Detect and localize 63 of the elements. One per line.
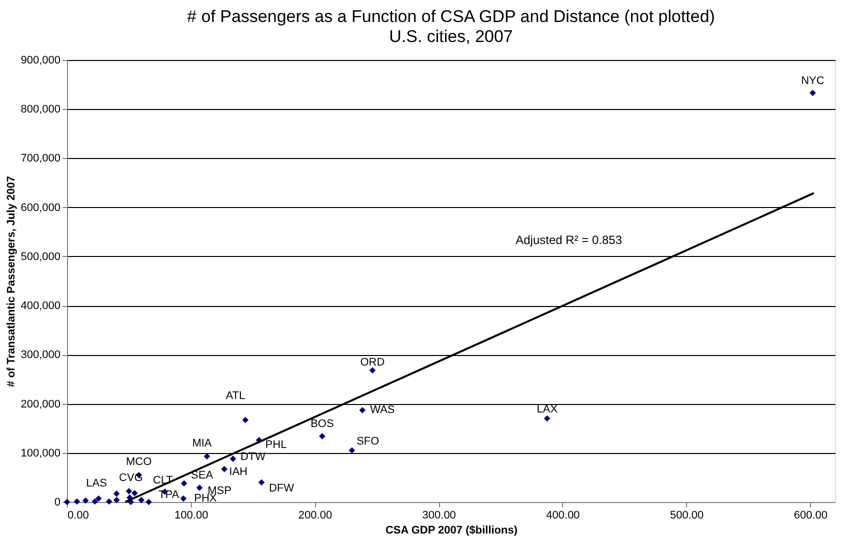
point xyxy=(258,479,265,486)
annotation: IAH xyxy=(229,466,248,478)
point xyxy=(74,498,80,505)
annotation: TPA xyxy=(158,489,180,501)
point xyxy=(369,367,376,374)
y-tick-label: 900,000 xyxy=(20,54,60,66)
point xyxy=(113,496,120,504)
point xyxy=(319,433,326,440)
annotation: MIA xyxy=(192,437,212,450)
y-tick-label: 500,000 xyxy=(20,250,60,263)
annotation: ATL xyxy=(226,390,246,402)
annotation: DFW xyxy=(268,482,295,494)
y-axis-title: # of Transatlantic Passengers, July 2007 xyxy=(6,176,18,387)
x-tick-label: 600.00 xyxy=(794,510,828,522)
x-tick-label: 0.00 xyxy=(68,510,89,522)
annotation: PHL xyxy=(265,439,287,452)
annotation: BOS xyxy=(310,418,334,430)
y-tick-label: 0 xyxy=(54,496,60,508)
point xyxy=(95,495,102,502)
annotation: LAS xyxy=(86,478,107,490)
point xyxy=(348,447,356,454)
point xyxy=(230,456,236,462)
point xyxy=(146,498,152,506)
annotation: Adjusted R² = 0.853 xyxy=(516,233,622,247)
point xyxy=(810,90,816,96)
point xyxy=(92,498,98,505)
point xyxy=(106,498,112,505)
y-tick-label: 400,000 xyxy=(20,300,60,312)
y-tick-label: 100,000 xyxy=(20,447,60,460)
point xyxy=(126,488,132,494)
y-tick-label: 300,000 xyxy=(20,349,60,362)
point xyxy=(204,453,210,460)
x-tick-label: 500.00 xyxy=(670,510,704,522)
annotation: SEA xyxy=(191,469,214,482)
annotation: WAS xyxy=(370,404,395,416)
chart-title: # of Passengers as a Function of CSA GDP and Distance (not plotted) xyxy=(187,7,715,26)
point xyxy=(131,490,138,496)
annotation: MCO xyxy=(126,456,152,468)
annotation: ORD xyxy=(360,356,385,368)
y-tick-label: 200,000 xyxy=(20,398,60,410)
point xyxy=(544,415,550,422)
y-tick-label: 600,000 xyxy=(20,202,60,214)
point xyxy=(113,490,120,497)
annotation: CVG xyxy=(119,472,143,484)
chart-subtitle: U.S. cities, 2007 xyxy=(389,27,513,46)
point xyxy=(242,416,249,424)
x-tick-label: 200.00 xyxy=(298,510,332,522)
point xyxy=(180,480,188,486)
y-tick-label: 800,000 xyxy=(20,104,60,116)
y-tick-label: 700,000 xyxy=(20,152,60,165)
x-tick-label: 100.00 xyxy=(174,510,208,522)
x-tick-label: 300.00 xyxy=(422,510,456,522)
annotation: SFO xyxy=(356,435,380,448)
point xyxy=(138,496,144,504)
point xyxy=(180,495,187,502)
x-tick-label: 400.00 xyxy=(546,510,580,522)
point xyxy=(221,466,228,472)
annotation: NYC xyxy=(801,74,824,87)
point xyxy=(82,497,89,504)
x-axis-title: CSA GDP 2007 ($billions) xyxy=(385,524,518,536)
point xyxy=(196,484,203,491)
point xyxy=(359,407,366,414)
annotation: LAX xyxy=(536,404,558,416)
